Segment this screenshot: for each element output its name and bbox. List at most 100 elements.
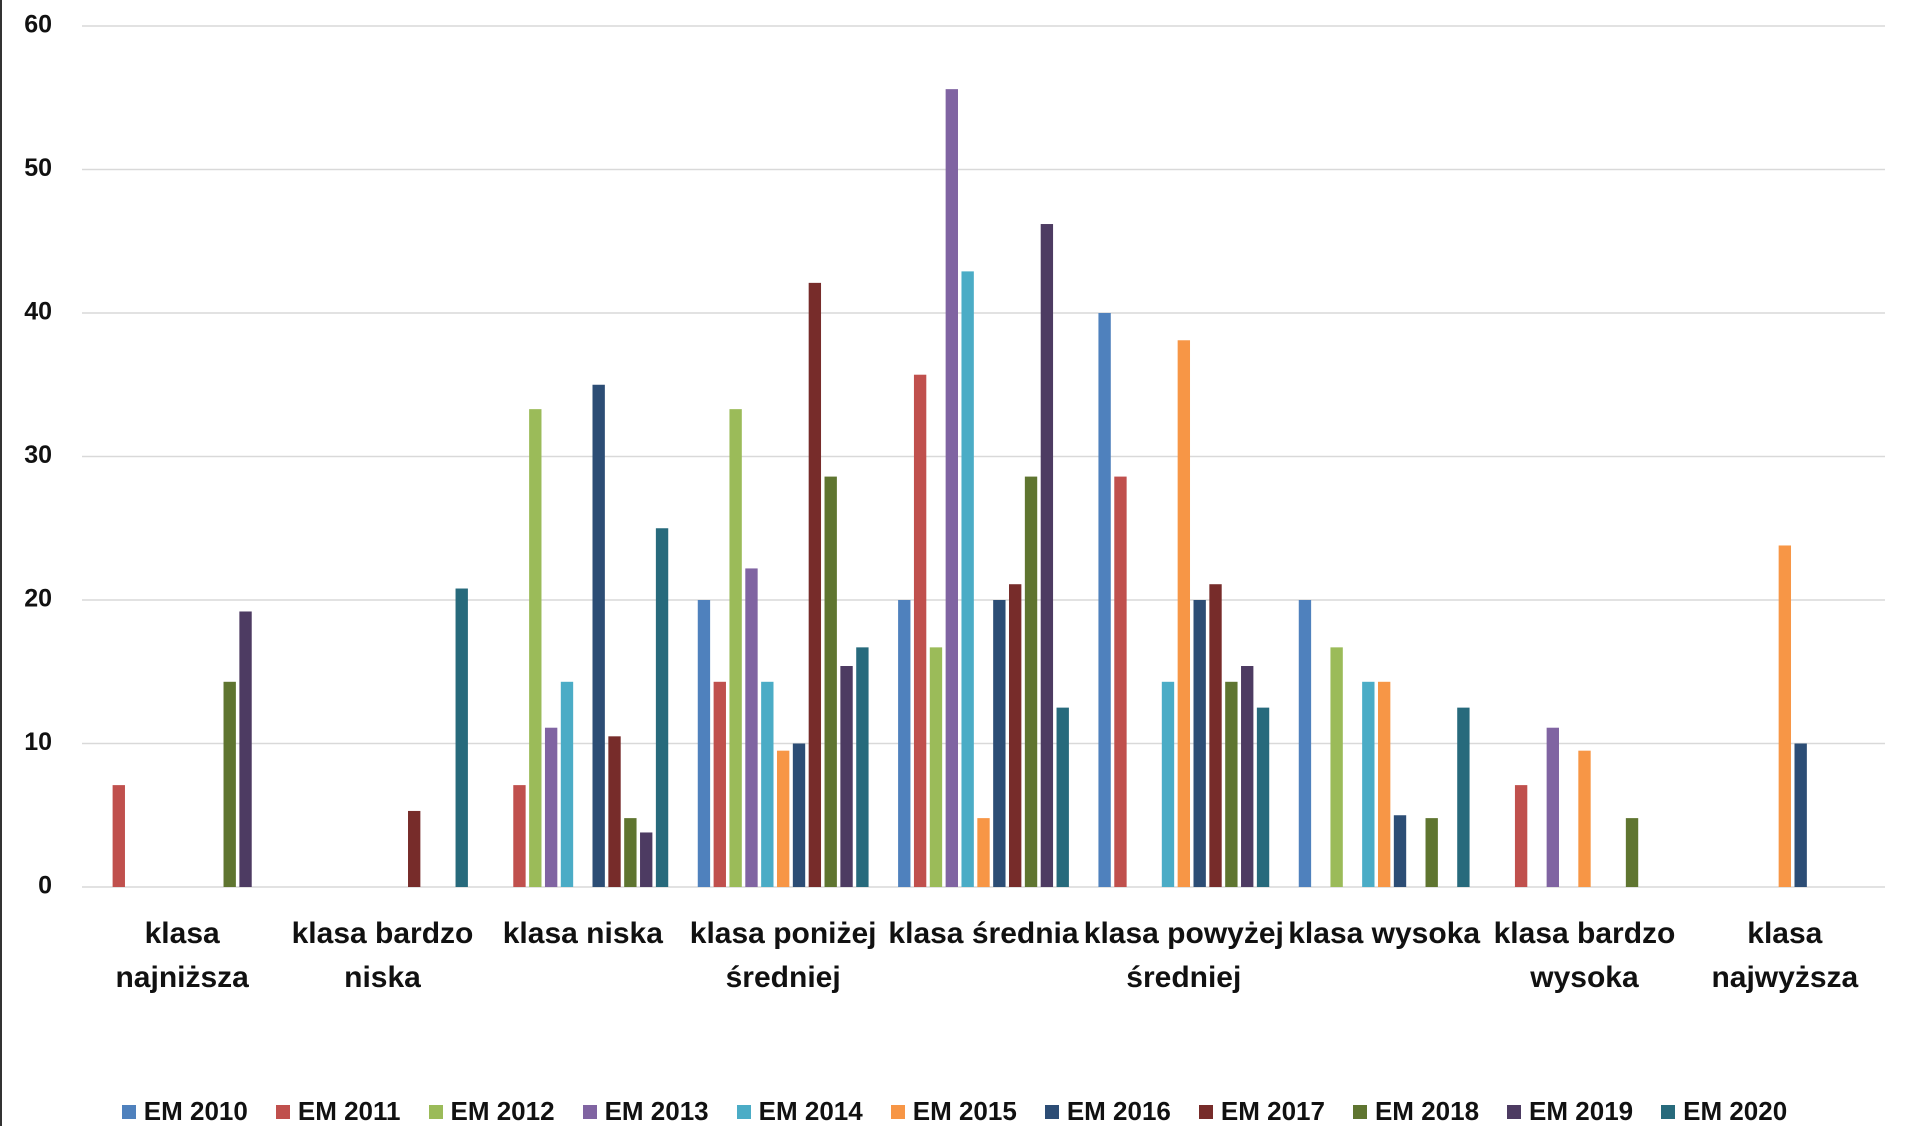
bar (1177, 340, 1191, 887)
bar (592, 384, 605, 887)
bar (792, 743, 806, 887)
legend-item: EM 2015 (890, 1096, 1017, 1126)
bar (1625, 818, 1639, 887)
bar (1330, 647, 1343, 887)
bar (729, 409, 742, 887)
y-tick-label: 40 (24, 298, 52, 326)
bar (529, 409, 542, 887)
bar (640, 832, 653, 887)
legend-item: EM 2020 (1661, 1096, 1787, 1126)
bar (655, 528, 669, 887)
bar (697, 600, 711, 887)
bar (1393, 815, 1407, 887)
legend: EM 2010 EM 2011 EM 2012 EM 2013 EM 2014 EM 20… (2, 1096, 1905, 1126)
bar (1794, 743, 1807, 887)
bar (1225, 681, 1238, 887)
y-tick-label: 30 (24, 441, 52, 469)
bar (977, 818, 990, 887)
legend-item: EM 2011 (275, 1096, 401, 1126)
legend-item: EM 2013 (582, 1096, 709, 1126)
bar (1161, 681, 1175, 887)
bar (112, 785, 125, 887)
legend-label: EM 2018 (1374, 1096, 1480, 1126)
bar (1193, 600, 1206, 887)
bar (713, 681, 726, 887)
bar (993, 600, 1006, 887)
legend-swatch (1352, 1104, 1367, 1119)
bar (1241, 666, 1254, 887)
bar (1098, 313, 1111, 887)
x-tick-label: klasa wysoka (1288, 917, 1481, 950)
x-tick-label: klasa bardzo niska (291, 917, 474, 994)
legend-label: EM 2010 (143, 1096, 248, 1126)
bar (1256, 707, 1270, 887)
legend-swatch (1198, 1104, 1213, 1119)
bar (1778, 545, 1792, 887)
legend-label: EM 2013 (604, 1096, 709, 1126)
bar (239, 611, 252, 887)
bar (544, 727, 558, 887)
x-tick-label: klasa najwyższa (1711, 917, 1859, 994)
bar (745, 568, 758, 887)
legend-label: EM 2014 (758, 1096, 863, 1126)
legend-label: EM 2019 (1529, 1096, 1634, 1126)
legend-item: EM 2010 (121, 1096, 248, 1126)
bar (1578, 750, 1591, 887)
legend-swatch (890, 1104, 905, 1119)
legend-swatch (1661, 1104, 1676, 1119)
bar (961, 271, 974, 887)
bar (761, 681, 774, 887)
x-tick-label: klasa powyżej średniej (1083, 917, 1284, 994)
bar (808, 282, 822, 887)
legend-item: EM 2012 (428, 1096, 555, 1126)
legend-swatch (275, 1104, 290, 1119)
bar (824, 476, 837, 887)
bar (223, 681, 236, 887)
legend-item: EM 2017 (1198, 1096, 1325, 1126)
bar (1040, 224, 1054, 887)
bar (856, 647, 869, 887)
bar (929, 647, 943, 887)
bar (1514, 785, 1528, 887)
legend-label: EM 2016 (1066, 1096, 1171, 1126)
legend-label: EM 2015 (912, 1096, 1017, 1126)
x-tick-label: klasa poniżej średniej (689, 917, 877, 994)
bar (608, 736, 621, 887)
legend-swatch (582, 1104, 597, 1119)
x-tick-label: klasa średnia (888, 917, 1079, 950)
legend-item: EM 2018 (1352, 1096, 1480, 1126)
bar (776, 750, 790, 887)
bar (945, 89, 958, 887)
bar (1362, 681, 1375, 887)
bar (1056, 707, 1069, 887)
legend-swatch (121, 1104, 136, 1119)
bar (1009, 584, 1022, 887)
bar (624, 818, 637, 887)
bar (1298, 600, 1312, 887)
bar (1024, 476, 1038, 887)
legend-label: EM 2017 (1220, 1096, 1325, 1126)
y-tick-label: 60 (24, 11, 52, 39)
y-tick-label: 10 (24, 728, 52, 756)
y-tick-label: 20 (24, 585, 52, 613)
bar (1209, 584, 1222, 887)
legend-item: EM 2016 (1044, 1096, 1171, 1126)
bar (408, 810, 421, 887)
x-tick-label: klasa najniższa (115, 917, 249, 994)
legend-label: EM 2012 (450, 1096, 555, 1126)
legend-swatch (1044, 1104, 1059, 1119)
bar (1425, 818, 1438, 887)
x-tick-label: klasa bardzo wysoka (1493, 917, 1676, 994)
y-tick-label: 0 (38, 872, 52, 900)
bar (1457, 707, 1470, 887)
legend-swatch (428, 1104, 443, 1119)
bar (560, 681, 574, 887)
bar (898, 600, 911, 887)
bar (455, 588, 468, 887)
legend-swatch (1507, 1104, 1522, 1119)
legend-label: EM 2020 (1683, 1096, 1788, 1126)
bar (1546, 727, 1559, 887)
legend-swatch (736, 1104, 751, 1119)
